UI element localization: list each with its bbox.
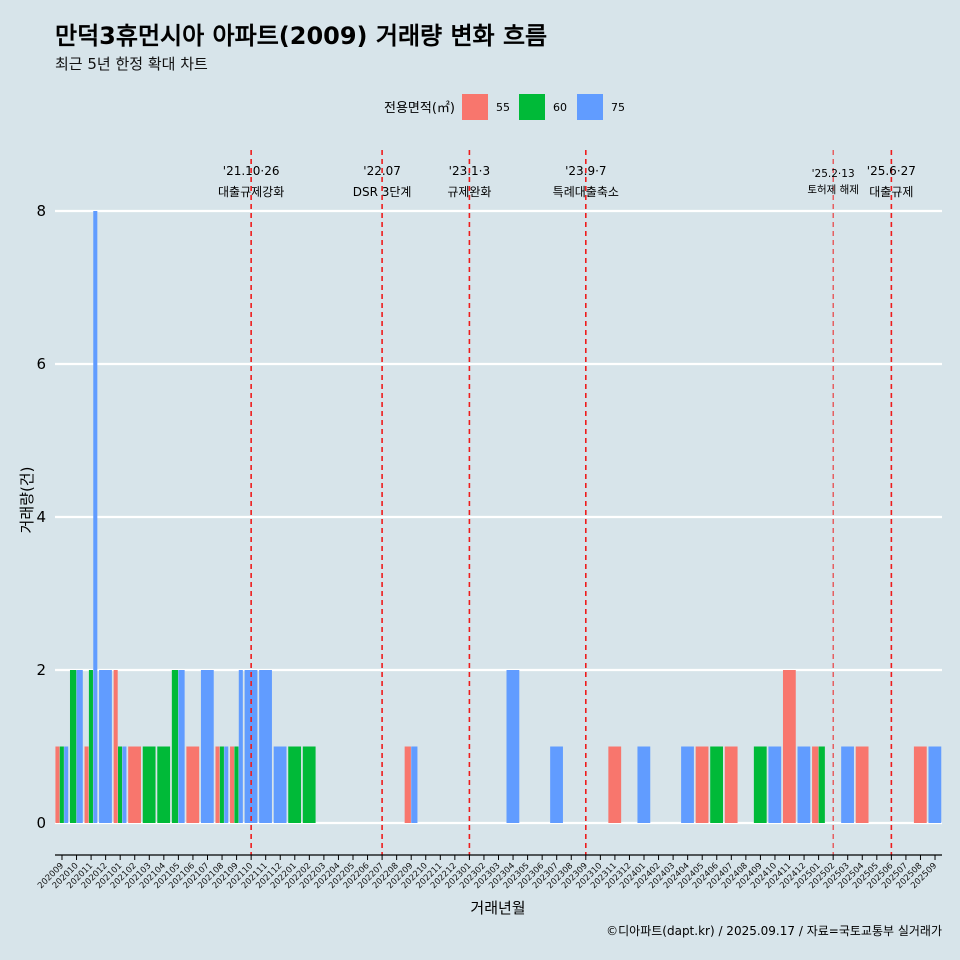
legend-key-60: [519, 94, 545, 120]
chart-title: 만덕3휴먼시아 아파트(2009) 거래량 변화 흐름: [55, 22, 547, 50]
legend-label-75: 75: [611, 101, 625, 114]
bar-202209-55: [404, 746, 411, 823]
legend-key-75: [577, 94, 603, 120]
y-tick-label: 4: [36, 508, 46, 526]
bar-202503-75: [841, 746, 854, 823]
bar-202109-60: [234, 746, 239, 823]
bar-202108-75: [224, 746, 229, 823]
legend-key-55: [462, 94, 488, 120]
bar-202010-60: [69, 670, 77, 823]
bar-202311-55: [608, 746, 622, 823]
x-axis: 2020092020102020112020122021012021022021…: [36, 854, 942, 891]
event-date-202207: '22.07: [363, 164, 401, 178]
x-axis-title: 거래년월: [470, 899, 525, 917]
bar-202304-75: [506, 670, 520, 823]
bar-202501-60: [818, 746, 825, 823]
bar-202407-55: [724, 746, 738, 823]
legend-title: 전용면적(㎡): [384, 101, 455, 116]
bar-202101-75: [122, 746, 127, 823]
bar-202409-60: [753, 746, 767, 823]
bar-202201-60: [288, 746, 302, 823]
bar-202108-60: [219, 746, 224, 823]
bar-202404-75: [681, 746, 694, 823]
bar-202009-60: [59, 746, 64, 823]
bar-202009-55: [55, 746, 60, 823]
bar-202412-75: [797, 746, 811, 823]
chart-subtitle: 최근 5년 한정 확대 차트: [55, 55, 208, 73]
bar-202105-60: [171, 670, 179, 823]
bar-202307-75: [550, 746, 563, 823]
legend-label-60: 60: [553, 101, 567, 114]
event-label-202110: 대출규제강화: [218, 185, 284, 199]
bar-202012-75: [99, 670, 112, 823]
bar-202405-55: [695, 746, 709, 823]
bar-202111-75: [259, 670, 272, 823]
y-tick-label: 2: [36, 661, 46, 679]
gridlines: [55, 209, 942, 825]
bar-202011-55: [84, 746, 89, 823]
bar-202508-55: [913, 746, 927, 823]
bar-202011-60: [88, 670, 93, 823]
event-date-202110: '21.10·26: [223, 164, 280, 178]
event-label-202301: 규제완화: [447, 185, 491, 199]
bar-202010-75: [76, 670, 83, 823]
bar-202011-75: [93, 211, 98, 823]
bar-202109-55: [230, 746, 235, 823]
bars: [55, 211, 942, 823]
bar-202406-60: [710, 746, 724, 823]
y-tick-label: 0: [36, 814, 46, 832]
bar-202209-75: [411, 746, 418, 823]
bar-202504-55: [855, 746, 869, 823]
event-label-202502: 토허제 해제: [807, 183, 859, 196]
event-label-202506: 대출규제: [869, 185, 913, 199]
event-date-202502: '25.2·13: [812, 168, 855, 180]
event-label-202309: 특례대출축소: [553, 185, 619, 199]
bar-202009-75: [64, 746, 69, 823]
y-axis-title: 거래량(건): [18, 467, 36, 534]
y-tick-label: 8: [36, 202, 46, 220]
bar-202501-55: [812, 746, 819, 823]
bar-202109-75: [238, 670, 243, 823]
event-lines: '21.10·26 대출규제강화 '22.07 DSR 3단계 '23.1·3 규제완화 '…: [218, 150, 916, 855]
bar-202103-60: [142, 746, 156, 823]
legend: 전용면적(㎡) 55 60 75: [384, 94, 625, 120]
event-date-202506: '25.6·27: [867, 164, 916, 178]
bar-202401-75: [637, 746, 651, 823]
bar-202104-60: [157, 746, 171, 823]
bar-202202-60: [302, 746, 316, 823]
bar-202410-75: [768, 746, 782, 823]
bar-202509-75: [928, 746, 942, 823]
bar-202107-75: [200, 670, 214, 823]
bar-202105-75: [178, 670, 185, 823]
y-tick-label: 6: [36, 355, 46, 373]
caption: ©디아파트(dapt.kr) / 2025.09.17 / 자료=국토교통부 실…: [606, 924, 942, 938]
bar-202102-55: [128, 746, 141, 823]
event-date-202309: '23.9·7: [565, 164, 606, 178]
event-date-202301: '23.1·3: [449, 164, 490, 178]
event-label-202207: DSR 3단계: [353, 185, 412, 199]
bar-202112-75: [273, 746, 287, 823]
bar-202108-55: [215, 746, 220, 823]
bar-202101-55: [113, 670, 118, 823]
bar-202411-55: [782, 670, 796, 823]
legend-label-55: 55: [496, 101, 510, 114]
bar-202101-60: [118, 746, 123, 823]
bar-202106-55: [186, 746, 200, 823]
y-axis: 0 2 4 6 8: [36, 202, 46, 832]
